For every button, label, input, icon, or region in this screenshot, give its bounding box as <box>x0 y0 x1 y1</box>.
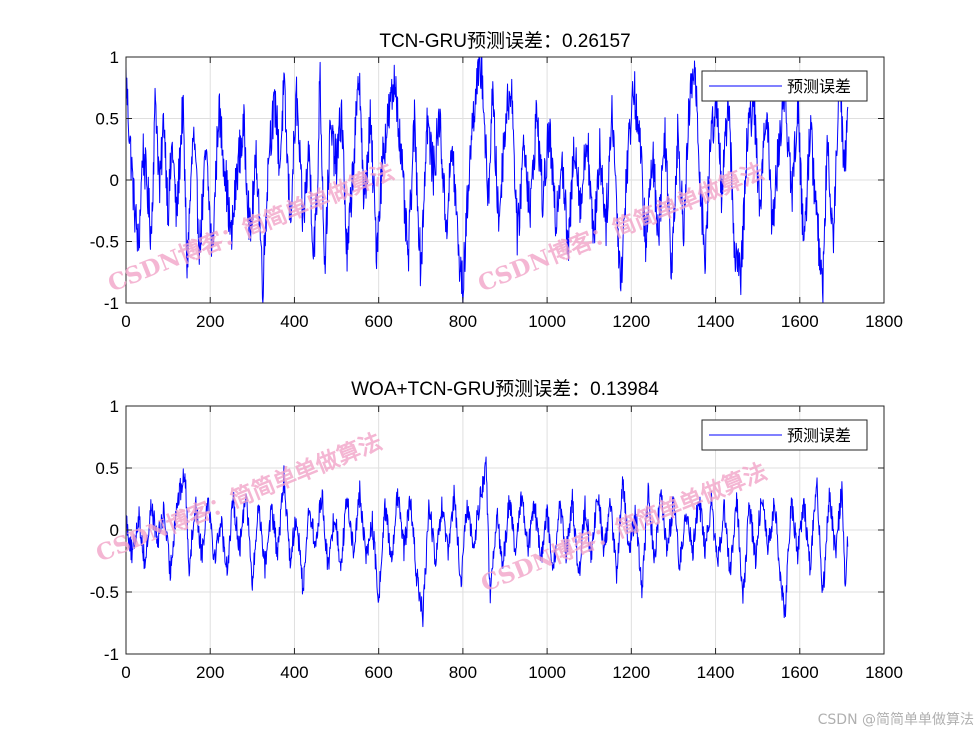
x-tick-label: 400 <box>280 663 308 682</box>
x-tick-label: 1800 <box>865 312 903 331</box>
y-tick-label: -1 <box>104 294 119 313</box>
x-tick-label: 800 <box>449 663 477 682</box>
x-tick-label: 600 <box>364 663 392 682</box>
x-tick-label: 1000 <box>528 312 566 331</box>
y-tick-label: 0 <box>110 521 119 540</box>
y-tick-label: 1 <box>110 48 119 67</box>
y-tick-label: 0.5 <box>95 110 119 129</box>
y-tick-label: 0 <box>110 171 119 190</box>
x-tick-label: 1200 <box>612 312 650 331</box>
legend: 预测误差 <box>701 419 868 451</box>
x-tick-label: 1400 <box>697 663 735 682</box>
tick-marks <box>125 56 885 304</box>
x-tick-label: 200 <box>196 663 224 682</box>
y-tick-label: -1 <box>104 645 119 664</box>
tick-marks <box>125 405 885 655</box>
subplot-bottom: 0 200 400 600 800 1000 1200 1400 1600 1800 -1 -0.5… <box>90 378 903 682</box>
x-tick-label: 800 <box>449 312 477 331</box>
x-tick-label: 1600 <box>781 663 819 682</box>
source-credit: CSDN @简简单单做算法 <box>817 712 974 728</box>
chart-title: TCN-GRU预测误差：0.26157 <box>379 30 630 52</box>
x-tick-label: 400 <box>280 312 308 331</box>
legend-label: 预测误差 <box>787 77 851 96</box>
x-tick-label: 1200 <box>612 663 650 682</box>
y-tick-labels: -1 -0.5 0 0.5 1 <box>90 48 119 313</box>
x-tick-label: 1400 <box>697 312 735 331</box>
x-tick-label: 1600 <box>781 312 819 331</box>
chart-title: WOA+TCN-GRU预测误差：0.13984 <box>351 378 659 400</box>
x-tick-labels: 0 200 400 600 800 1000 1200 1400 1600 1800 <box>121 663 903 682</box>
x-tick-label: 0 <box>121 312 130 331</box>
y-tick-label: -0.5 <box>90 233 119 252</box>
subplot-top: 0 200 400 600 800 1000 1200 1400 1600 1800 -1 -0.5… <box>90 30 903 331</box>
legend-label: 预测误差 <box>787 426 851 445</box>
series-line-prediction-error <box>126 456 849 628</box>
x-tick-label: 600 <box>364 312 392 331</box>
x-tick-label: 200 <box>196 312 224 331</box>
y-tick-label: -0.5 <box>90 583 119 602</box>
x-tick-label: 1000 <box>528 663 566 682</box>
x-tick-label: 0 <box>121 663 130 682</box>
series-line-prediction-error <box>126 57 849 303</box>
y-tick-labels: -1 -0.5 0 0.5 1 <box>90 397 119 664</box>
y-tick-label: 1 <box>110 397 119 416</box>
legend: 预测误差 <box>701 70 868 102</box>
x-tick-label: 1800 <box>865 663 903 682</box>
y-tick-label: 0.5 <box>95 459 119 478</box>
x-tick-labels: 0 200 400 600 800 1000 1200 1400 1600 1800 <box>121 312 903 331</box>
